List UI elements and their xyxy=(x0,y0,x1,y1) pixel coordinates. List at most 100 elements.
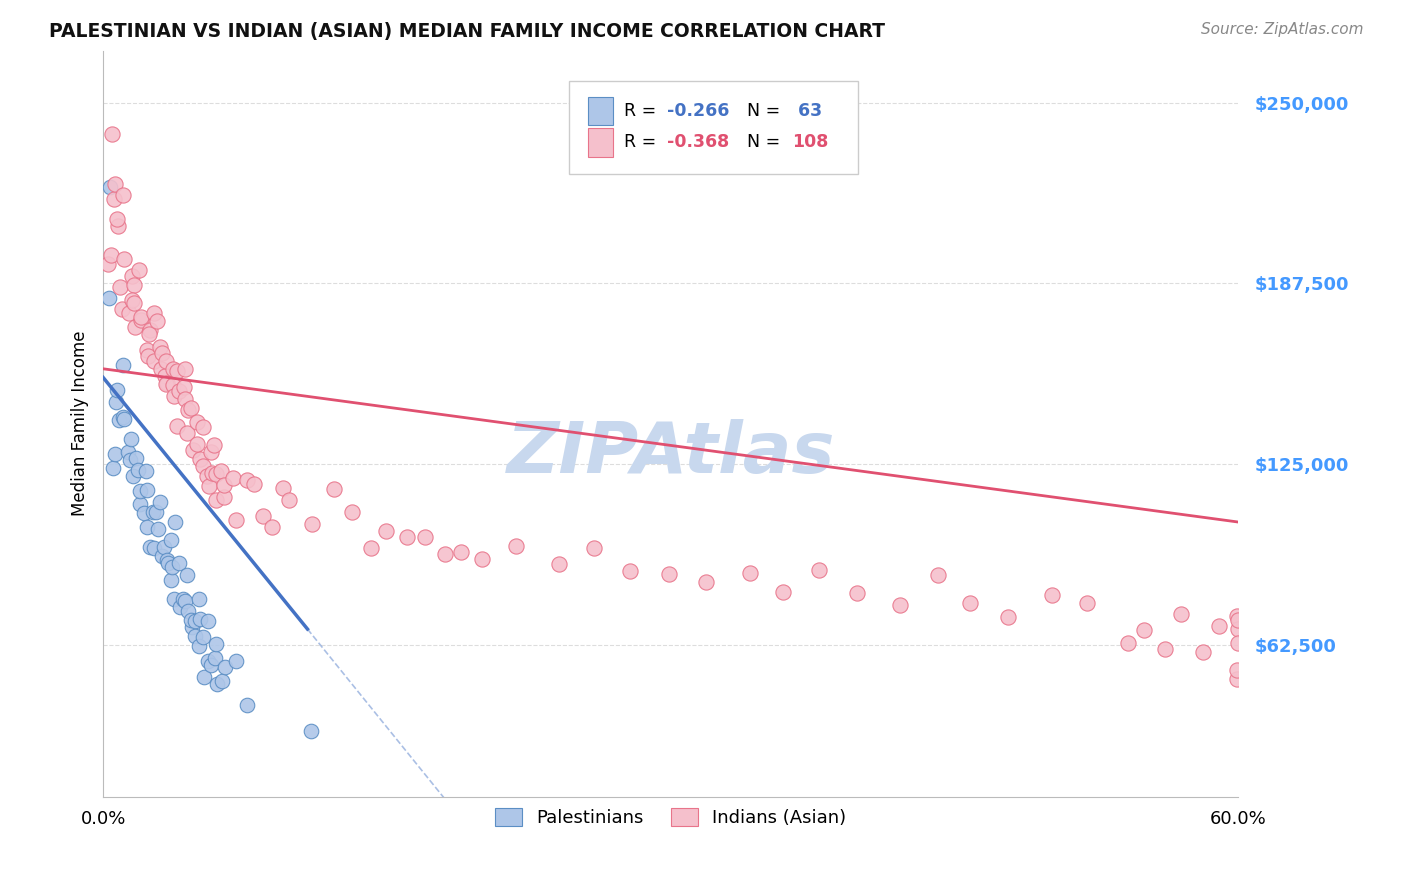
Point xyxy=(165,515,187,529)
Point xyxy=(143,541,166,556)
Point xyxy=(188,452,211,467)
Point xyxy=(450,545,472,559)
Point xyxy=(1226,609,1249,624)
Point xyxy=(211,674,233,689)
Point xyxy=(1133,623,1156,637)
Point xyxy=(433,547,456,561)
Point xyxy=(112,410,135,425)
Text: 108: 108 xyxy=(792,134,828,152)
Point xyxy=(104,177,127,191)
Point xyxy=(129,310,152,324)
Point xyxy=(197,614,219,628)
Text: N =: N = xyxy=(747,102,786,120)
Point xyxy=(110,280,132,294)
Point xyxy=(191,630,214,644)
Point xyxy=(695,575,717,590)
Point xyxy=(299,723,322,738)
Point xyxy=(658,567,681,582)
Point xyxy=(122,277,145,292)
Point xyxy=(889,598,911,612)
Point xyxy=(121,269,143,284)
Point xyxy=(808,563,831,577)
Point xyxy=(111,302,134,317)
Point xyxy=(1170,607,1192,621)
Point xyxy=(124,296,146,310)
Point xyxy=(1076,596,1098,610)
Point xyxy=(127,463,149,477)
Point xyxy=(103,192,125,206)
Point xyxy=(738,566,761,580)
Point xyxy=(1226,623,1249,637)
Point xyxy=(214,478,236,492)
Point xyxy=(105,395,128,409)
Point xyxy=(162,378,184,392)
Point xyxy=(149,340,172,354)
Point xyxy=(160,573,183,587)
Bar xyxy=(588,128,613,157)
Point xyxy=(471,551,494,566)
Point xyxy=(271,481,294,495)
Point xyxy=(112,188,135,202)
Point xyxy=(169,384,191,398)
Point xyxy=(134,506,156,520)
Point xyxy=(1153,641,1175,656)
Point xyxy=(149,362,172,376)
Point xyxy=(180,401,202,416)
Point xyxy=(360,541,382,555)
Point xyxy=(135,464,157,478)
Point xyxy=(959,596,981,610)
Point xyxy=(129,483,152,498)
FancyBboxPatch shape xyxy=(568,80,858,174)
Point xyxy=(200,445,222,459)
Point xyxy=(1208,619,1230,633)
Point xyxy=(222,471,245,485)
Point xyxy=(252,508,274,523)
Point xyxy=(193,670,215,684)
Point xyxy=(111,358,134,372)
Point xyxy=(1227,636,1250,650)
Point xyxy=(193,459,215,474)
Point xyxy=(129,313,152,327)
Point xyxy=(205,492,228,507)
Point xyxy=(235,698,257,712)
Point xyxy=(136,350,159,364)
Point xyxy=(104,447,127,461)
Point xyxy=(180,613,202,627)
Point xyxy=(619,565,641,579)
Point xyxy=(505,539,527,553)
Point xyxy=(149,495,172,509)
Point xyxy=(173,380,195,394)
Point xyxy=(582,541,605,555)
Point xyxy=(101,460,124,475)
Point xyxy=(236,473,259,487)
Text: -0.266: -0.266 xyxy=(668,102,730,120)
Point xyxy=(139,541,162,555)
Text: N =: N = xyxy=(747,134,786,152)
Text: 63: 63 xyxy=(792,102,823,120)
Bar xyxy=(588,97,613,125)
Point xyxy=(163,591,186,606)
Point xyxy=(174,392,197,406)
Point xyxy=(1226,613,1249,627)
Point xyxy=(153,540,176,554)
Text: Source: ZipAtlas.com: Source: ZipAtlas.com xyxy=(1201,22,1364,37)
Point xyxy=(155,376,177,391)
Point xyxy=(198,479,221,493)
Point xyxy=(98,180,121,194)
Point xyxy=(153,369,176,384)
Point xyxy=(142,505,165,519)
Text: ZIPAtlas: ZIPAtlas xyxy=(506,419,835,488)
Point xyxy=(150,549,173,563)
Point xyxy=(107,219,129,233)
Point xyxy=(122,468,145,483)
Point xyxy=(200,658,222,673)
Point xyxy=(197,468,219,483)
Point xyxy=(100,248,122,262)
Point xyxy=(186,437,208,451)
Text: R =: R = xyxy=(624,102,662,120)
Point xyxy=(180,620,202,634)
Point xyxy=(225,513,247,527)
Point xyxy=(138,327,160,342)
Point xyxy=(117,445,139,459)
Point xyxy=(145,505,167,519)
